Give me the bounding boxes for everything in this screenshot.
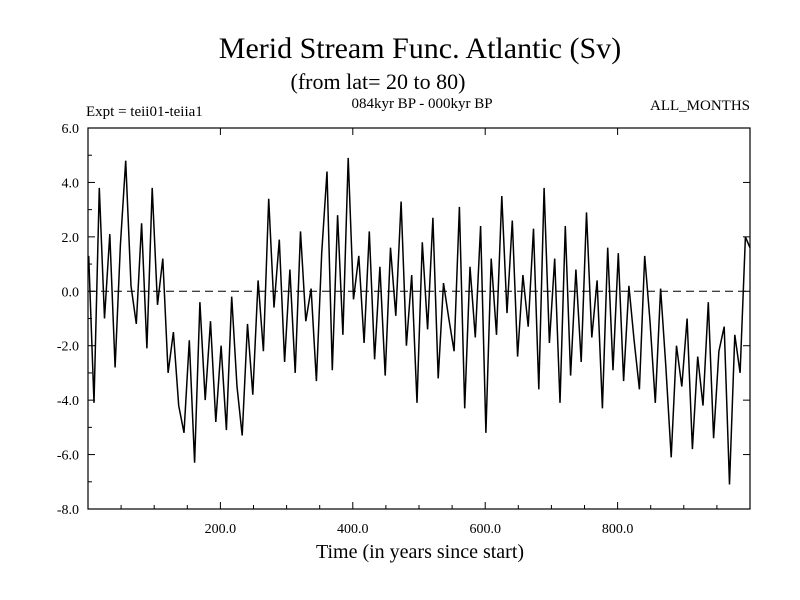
x-tick-label: 600.0 bbox=[469, 522, 501, 537]
chart-title: Merid Stream Func. Atlantic (Sv) bbox=[219, 32, 621, 65]
chart-subtitle: (from lat= 20 to 80) bbox=[291, 69, 466, 94]
x-axis-label: Time (in years since start) bbox=[316, 541, 524, 563]
plot-frame bbox=[87, 127, 751, 510]
y-tick-label: 2.0 bbox=[62, 231, 80, 246]
period-label: 084kyr BP - 000kyr BP bbox=[351, 96, 492, 112]
experiment-label: Expt = teii01-teiia1 bbox=[86, 104, 203, 120]
y-tick-label: -2.0 bbox=[57, 340, 79, 355]
months-label: ALL_MONTHS bbox=[650, 98, 750, 114]
series-line-0 bbox=[87, 157, 751, 485]
y-tick-label: 6.0 bbox=[62, 122, 80, 137]
x-tick-label: 200.0 bbox=[205, 522, 237, 537]
y-tick-label: 4.0 bbox=[62, 176, 80, 191]
y-tick-label: -6.0 bbox=[57, 449, 79, 464]
y-tick-label: -8.0 bbox=[57, 503, 79, 518]
y-tick-label: 0.0 bbox=[62, 285, 80, 300]
y-tick-label: -4.0 bbox=[57, 394, 79, 409]
x-tick-label: 800.0 bbox=[602, 522, 634, 537]
x-tick-label: 400.0 bbox=[337, 522, 369, 537]
